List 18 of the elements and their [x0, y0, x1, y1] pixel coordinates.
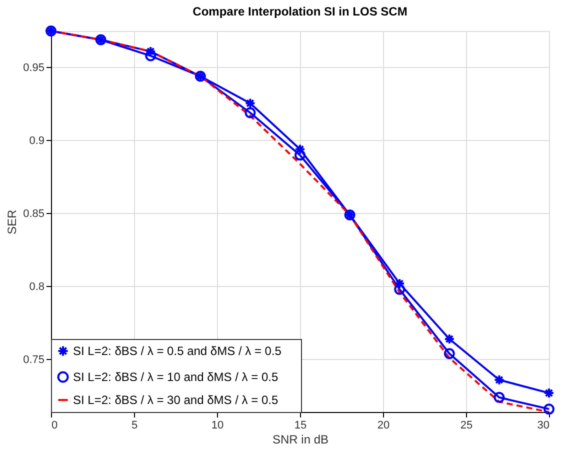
y-tick-label: 0.75 [23, 354, 44, 366]
y-tick-label: 0.8 [29, 280, 44, 293]
x-tick-label: 15 [294, 420, 307, 432]
chart-title: Compare Interpolation SI in LOS SCM [192, 4, 408, 19]
x-axis-title: SNR in dB [272, 432, 329, 446]
legend-label: SI L=2: δBS / λ = 30 and δMS / λ = 0.5 [73, 393, 278, 407]
x-tick-label: 10 [211, 420, 224, 432]
y-tick-label: 0.95 [23, 62, 44, 74]
x-tick-label: 30 [537, 420, 550, 432]
x-tick-label: 20 [377, 420, 390, 432]
x-tick-label: 25 [460, 420, 473, 432]
x-tick-label: 5 [131, 420, 138, 432]
legend-label: SI L=2: δBS / λ = 0.5 and δMS / λ = 0.5 [73, 344, 282, 358]
legend-label: SI L=2: δBS / λ = 10 and δMS / λ = 0.5 [73, 370, 278, 384]
x-tick-label: 0 [52, 420, 58, 432]
y-axis-title: SER [5, 209, 20, 234]
y-tick-label: 0.85 [23, 208, 44, 220]
y-tick-label: 0.9 [29, 134, 44, 147]
